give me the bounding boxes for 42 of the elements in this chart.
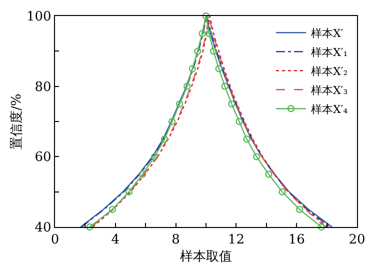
point — [188, 65, 196, 72]
y-tick-label: 100 — [26, 10, 52, 25]
point — [108, 206, 116, 214]
y-tick-label: 80 — [34, 80, 52, 95]
x-tick-label: 20 — [348, 232, 366, 248]
y-axis-title: 置信度/% — [8, 94, 24, 150]
point — [202, 12, 210, 20]
legend-label: 样本X′ — [310, 26, 344, 40]
x-tick-label: 8 — [172, 232, 180, 248]
point — [221, 82, 228, 90]
x-axis-title: 样本取值 — [180, 249, 232, 264]
point — [176, 100, 184, 108]
point — [243, 135, 250, 143]
legend-label: 样本X′₄ — [310, 102, 348, 116]
x-tick-label: 0 — [50, 232, 60, 248]
x-tick-label: 16 — [288, 232, 305, 248]
point — [236, 118, 243, 126]
x-tick-label: 12 — [228, 232, 244, 248]
point — [318, 223, 326, 231]
point — [265, 170, 272, 178]
point — [138, 170, 146, 178]
point — [151, 153, 158, 160]
point — [210, 48, 218, 55]
point — [160, 135, 168, 143]
point — [86, 223, 94, 231]
x-tick-label: 4 — [111, 232, 120, 248]
point — [198, 30, 206, 38]
point — [252, 153, 260, 160]
point — [228, 100, 236, 108]
legend-label: 样本X′₁ — [310, 46, 348, 59]
point — [215, 65, 222, 72]
point — [184, 82, 191, 90]
point — [194, 48, 202, 55]
point — [278, 188, 286, 196]
point — [125, 188, 133, 196]
y-tick-label: 60 — [34, 150, 52, 166]
point — [296, 206, 304, 214]
point — [168, 118, 176, 126]
y-tick-label: 40 — [34, 220, 52, 236]
point — [205, 30, 213, 38]
legend-label: 样本X′₃ — [310, 84, 348, 97]
legend-label: 样本X′₂ — [310, 64, 348, 78]
